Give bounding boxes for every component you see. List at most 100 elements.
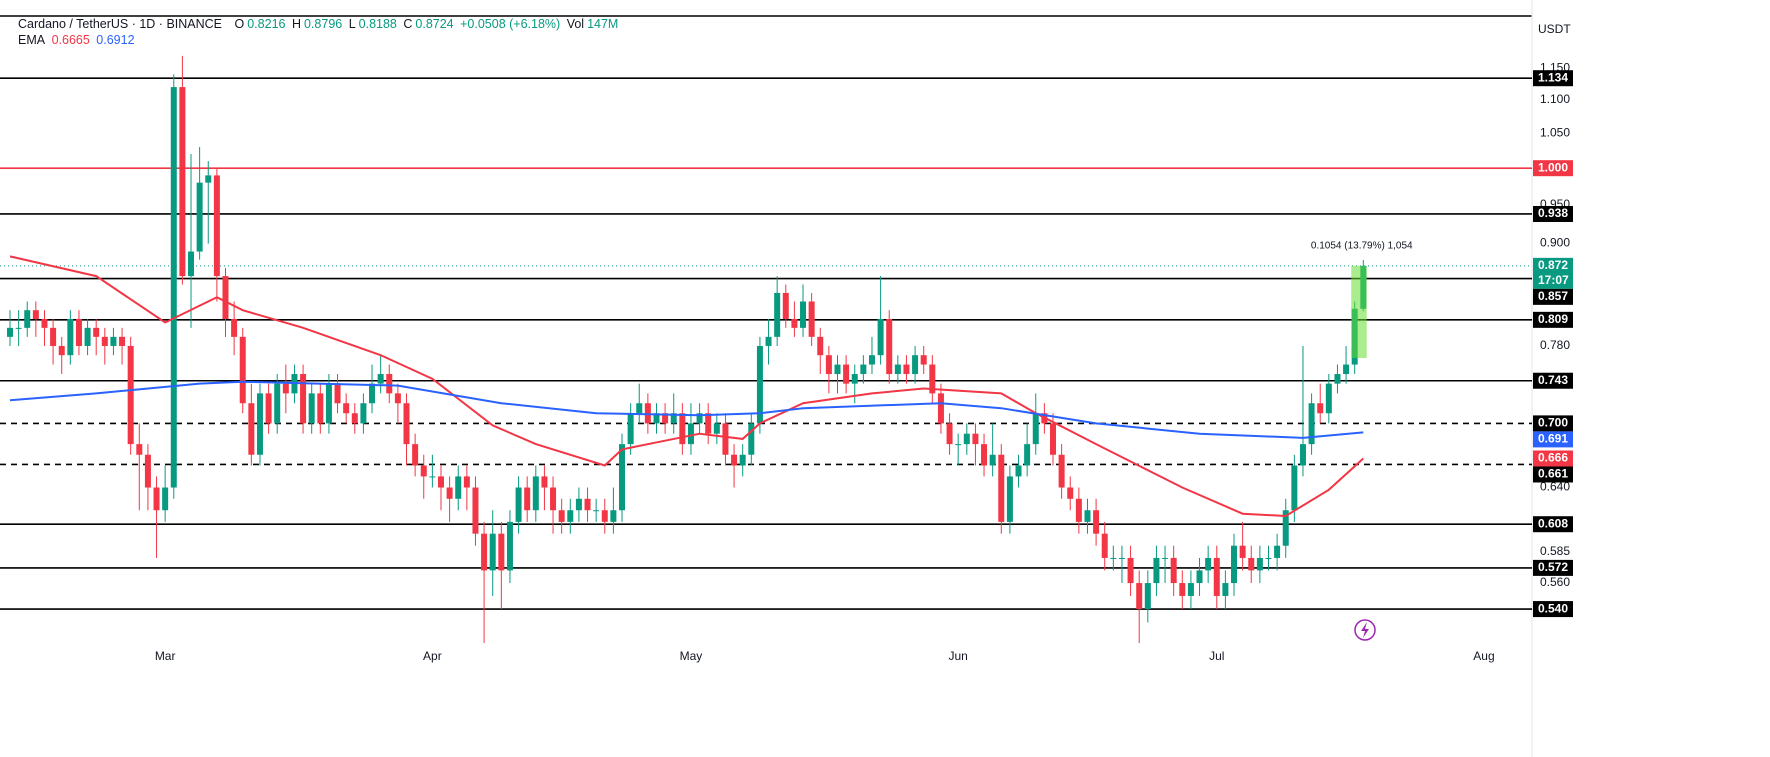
candle-body xyxy=(713,423,720,434)
x-tick-label: Mar xyxy=(155,649,176,663)
price-tag: 0.691 xyxy=(1533,431,1573,448)
x-tick-label: Aug xyxy=(1473,649,1494,663)
indicator-value: 0.6912 xyxy=(96,33,135,47)
candle-body xyxy=(1162,557,1169,559)
candle-body xyxy=(627,413,634,445)
candle-body xyxy=(1127,557,1134,584)
candle-body xyxy=(205,175,212,183)
candle-body xyxy=(481,533,488,571)
price-tag-bg xyxy=(1533,450,1573,467)
y-tick-label: 0.900 xyxy=(1540,236,1570,250)
candle-body xyxy=(1118,557,1125,559)
candle-body xyxy=(739,454,746,466)
candle-body xyxy=(524,487,531,511)
lightning-icon xyxy=(1354,619,1376,641)
candle-body xyxy=(498,533,505,571)
price-tag: 1.000 xyxy=(1533,160,1573,177)
candle-body xyxy=(1248,557,1255,571)
candle-body xyxy=(843,364,850,384)
candle-body xyxy=(774,292,781,337)
candle-body xyxy=(989,454,996,466)
candle-body xyxy=(162,487,169,511)
candle-body xyxy=(1265,557,1272,559)
candle-body xyxy=(782,292,789,319)
candle-body xyxy=(84,327,91,346)
candle-body xyxy=(317,393,324,424)
candle-body xyxy=(1282,510,1289,546)
candle-body xyxy=(515,487,522,522)
candle-body xyxy=(127,345,134,445)
candle-body xyxy=(808,301,815,337)
price-tag-label: 0.572 xyxy=(1538,560,1568,574)
candle-body xyxy=(1006,476,1013,522)
price-tag-label: 0.540 xyxy=(1538,601,1568,615)
price-tag: 0.572 xyxy=(1533,559,1573,576)
volume-label: Vol xyxy=(566,17,585,31)
candle-body xyxy=(343,403,350,414)
candle-body xyxy=(75,318,82,346)
candle-body xyxy=(282,383,289,394)
ohlc-label: C xyxy=(403,17,413,31)
candle-body xyxy=(963,433,970,445)
x-tick-label: Jun xyxy=(948,649,967,663)
ohlc-label: O xyxy=(234,17,245,31)
candle-body xyxy=(351,413,358,424)
price-tag-bg xyxy=(1533,372,1573,389)
candle-body xyxy=(6,327,13,337)
candle-body xyxy=(687,423,694,445)
candle-body xyxy=(489,533,496,571)
candle-body xyxy=(636,403,643,414)
legend: Cardano / TetherUS · 1D · BINANCE O 0.821… xyxy=(18,16,621,48)
candle-body xyxy=(532,476,539,511)
candle-body xyxy=(955,444,962,446)
candle-body xyxy=(851,374,858,384)
price-tag-bg xyxy=(1533,205,1573,222)
candle-body xyxy=(584,498,591,511)
candle-body xyxy=(24,310,31,328)
candle-body xyxy=(1179,583,1186,596)
candle-body xyxy=(325,383,332,424)
candle-body xyxy=(1308,403,1315,445)
candle-body xyxy=(231,318,238,337)
candle-body xyxy=(722,423,729,455)
candle-body xyxy=(886,318,893,375)
candle-body xyxy=(446,487,453,499)
candle-body xyxy=(153,487,160,511)
candle-body xyxy=(937,393,944,424)
candle-body xyxy=(1136,583,1143,610)
price-tag-label: 0.857 xyxy=(1538,289,1568,303)
candle-body xyxy=(1205,557,1212,571)
currency-label: USDT xyxy=(1538,22,1571,36)
ohlc-value: 0.8724 xyxy=(415,17,454,31)
price-tag: 0.938 xyxy=(1533,205,1573,222)
candle-body xyxy=(903,364,910,375)
price-tag-bg xyxy=(1533,415,1573,432)
y-tick-label: 0.585 xyxy=(1540,544,1570,558)
price-tag-bg xyxy=(1533,288,1573,305)
candle-body xyxy=(920,355,927,365)
price-tag-label: 1.000 xyxy=(1538,160,1568,174)
candle-body xyxy=(144,454,151,488)
candle-body xyxy=(1317,403,1324,414)
candle-body xyxy=(825,355,832,375)
candle-body xyxy=(1067,487,1074,499)
ohlc-value: 0.8216 xyxy=(247,17,286,31)
candle-body xyxy=(420,465,427,477)
candle-body xyxy=(1049,423,1056,455)
ohlc-value: 0.8188 xyxy=(358,17,397,31)
y-tick-label: 1.050 xyxy=(1540,125,1570,139)
candle-body xyxy=(213,175,220,277)
candle-body xyxy=(1231,545,1238,584)
candle-body xyxy=(386,374,393,394)
candle-body xyxy=(170,87,177,488)
candle-body xyxy=(1325,383,1332,414)
symbol-title: Cardano / TetherUS · 1D · BINANCE xyxy=(18,17,223,31)
candle-body xyxy=(696,413,703,424)
measure-label: 0.1054 (13.79%) 1,054 xyxy=(1311,240,1413,251)
candle-body xyxy=(32,310,39,319)
candle-body xyxy=(110,336,117,346)
candle-body xyxy=(274,383,281,424)
candle-body xyxy=(455,476,462,499)
candle-body xyxy=(394,393,401,404)
